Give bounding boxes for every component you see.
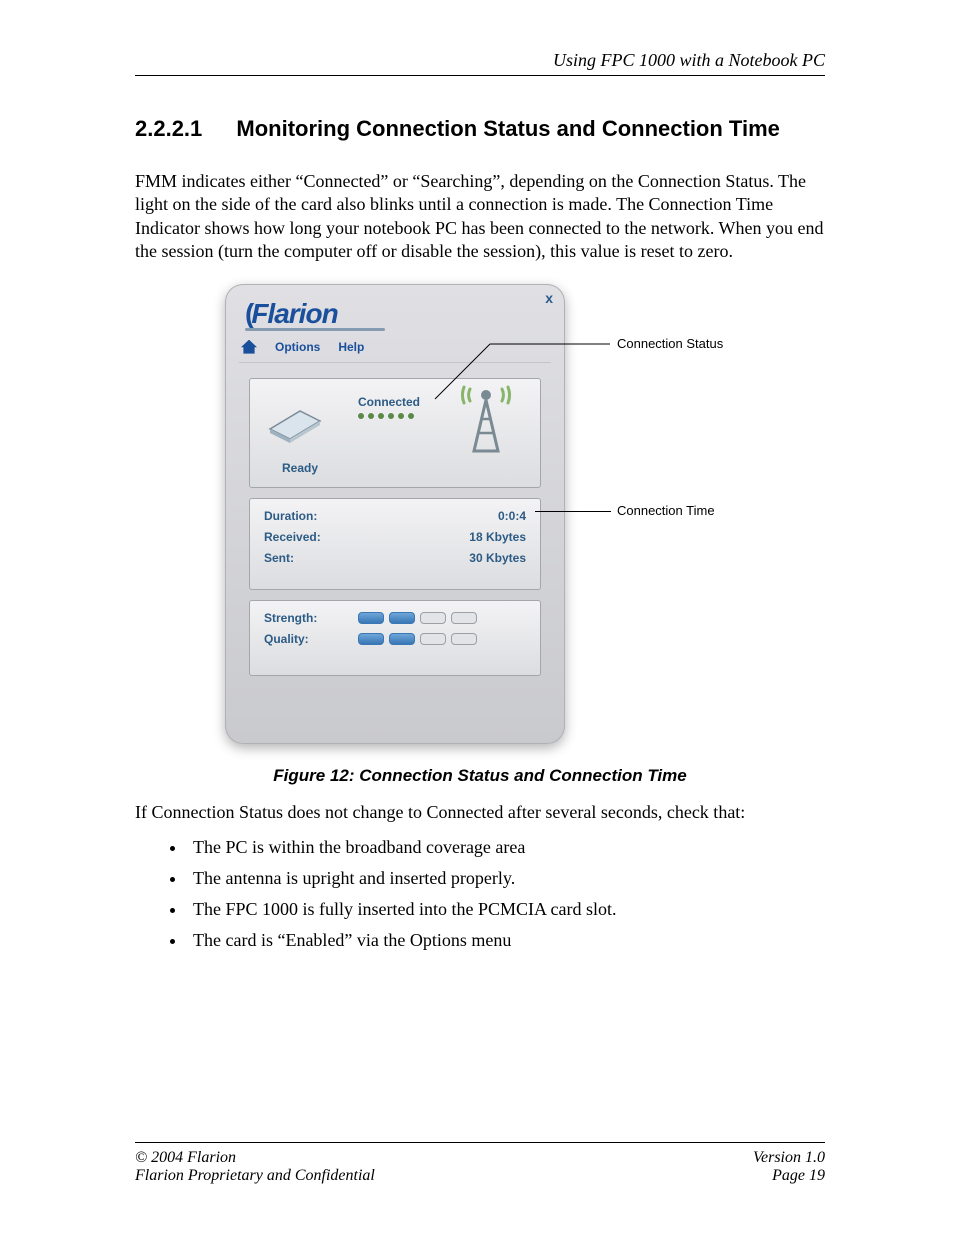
list-item: The PC is within the broadband coverage … xyxy=(187,837,825,858)
duration-value: 0:0:4 xyxy=(498,509,526,523)
status-dots xyxy=(358,413,414,419)
footer-confidential: Flarion Proprietary and Confidential xyxy=(135,1167,375,1185)
bullet-list: The PC is within the broadband coverage … xyxy=(187,837,825,951)
page-footer: © 2004 Flarion Version 1.0 Flarion Propr… xyxy=(135,1142,825,1185)
section-number: 2.2.2.1 xyxy=(135,116,202,142)
menubar: Options Help xyxy=(241,340,364,354)
strength-label: Strength: xyxy=(264,611,346,625)
footer-version: Version 1.0 xyxy=(753,1149,825,1167)
strength-bar xyxy=(389,612,415,624)
list-item: The FPC 1000 is fully inserted into the … xyxy=(187,899,825,920)
footer-copyright: © 2004 Flarion xyxy=(135,1149,236,1167)
callout-line-status xyxy=(435,344,615,414)
stat-row-duration: Duration: 0:0:4 xyxy=(264,509,526,523)
footer-page: Page 19 xyxy=(772,1167,825,1185)
list-item: The antenna is upright and inserted prop… xyxy=(187,868,825,889)
body-paragraph: FMM indicates either “Connected” or “Sea… xyxy=(135,170,825,264)
section-title: Monitoring Connection Status and Connect… xyxy=(236,116,779,141)
brand-underline xyxy=(245,328,385,331)
brand-logo: Flarion xyxy=(245,298,338,330)
check-intro: If Connection Status does not change to … xyxy=(135,802,825,823)
quality-label: Quality: xyxy=(264,632,346,646)
duration-label: Duration: xyxy=(264,509,317,523)
ready-label: Ready xyxy=(282,461,318,475)
connection-status-text: Connected xyxy=(358,395,420,409)
quality-bar xyxy=(420,633,446,645)
received-label: Received: xyxy=(264,530,321,544)
pcmcia-card-icon xyxy=(266,403,324,445)
section-heading: 2.2.2.1 Monitoring Connection Status and… xyxy=(135,116,825,142)
page-content: Using FPC 1000 with a Notebook PC 2.2.2.… xyxy=(135,50,825,961)
stat-row-sent: Sent: 30 Kbytes xyxy=(264,551,526,565)
received-value: 18 Kbytes xyxy=(469,530,526,544)
callout-connection-time: Connection Time xyxy=(617,503,715,518)
quality-bar xyxy=(389,633,415,645)
strength-bars xyxy=(358,612,477,624)
signal-panel: Strength: Quality: xyxy=(249,600,541,676)
figure-caption: Figure 12: Connection Status and Connect… xyxy=(135,766,825,786)
stat-row-received: Received: 18 Kbytes xyxy=(264,530,526,544)
running-header: Using FPC 1000 with a Notebook PC xyxy=(135,50,825,76)
quality-bar xyxy=(451,633,477,645)
menu-options[interactable]: Options xyxy=(275,340,320,354)
home-icon[interactable] xyxy=(241,340,257,354)
menu-help[interactable]: Help xyxy=(338,340,364,354)
strength-bar xyxy=(420,612,446,624)
quality-bars xyxy=(358,633,477,645)
callout-line-time xyxy=(535,511,611,512)
strength-bar xyxy=(451,612,477,624)
list-item: The card is “Enabled” via the Options me… xyxy=(187,930,825,951)
signal-quality-row: Quality: xyxy=(264,632,526,646)
sent-value: 30 Kbytes xyxy=(469,551,526,565)
quality-bar xyxy=(358,633,384,645)
signal-strength-row: Strength: xyxy=(264,611,526,625)
figure-area: x Flarion Options Help Connected xyxy=(135,284,825,754)
stats-panel: Duration: 0:0:4 Received: 18 Kbytes Sent… xyxy=(249,498,541,590)
strength-bar xyxy=(358,612,384,624)
sent-label: Sent: xyxy=(264,551,294,565)
callout-connection-status: Connection Status xyxy=(617,336,723,351)
close-icon[interactable]: x xyxy=(545,290,553,306)
